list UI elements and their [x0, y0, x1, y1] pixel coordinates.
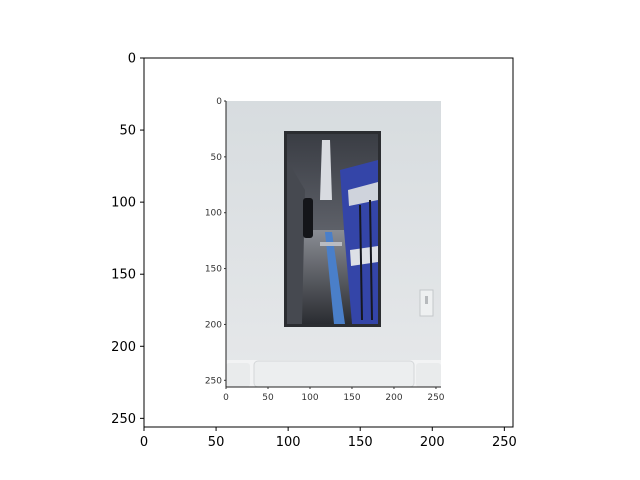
inner-y-ticks: 0 50 100 150 200 250: [205, 97, 226, 386]
inner-x-tick-label: 0: [223, 393, 229, 403]
inner-x-tick-label: 200: [385, 393, 402, 403]
left-wall: [287, 160, 305, 324]
ceiling-lights: [320, 140, 332, 200]
x-tick-label: 150: [348, 435, 373, 450]
inner-y-tick-label: 200: [205, 320, 222, 330]
x-axis-ticks: 0 50 100 150 200 250: [140, 427, 517, 450]
y-tick-label: 150: [111, 268, 136, 283]
bench: [320, 242, 342, 246]
inner-x-tick-label: 50: [262, 393, 274, 403]
sofa-arm-left: [226, 363, 250, 387]
inner-x-tick-label: 250: [427, 393, 444, 403]
x-tick-label: 0: [140, 435, 148, 450]
y-tick-label: 250: [111, 412, 136, 427]
inner-x-ticks: 0 50 100 150 200 250: [223, 387, 445, 403]
inner-y-tick-label: 0: [216, 97, 222, 107]
inner-y-tick-label: 250: [205, 376, 222, 386]
y-tick-label: 50: [119, 124, 136, 139]
x-tick-label: 200: [420, 435, 445, 450]
inner-x-tick-label: 150: [343, 393, 360, 403]
train-door-1: [359, 204, 363, 321]
platform-blue-line: [325, 232, 345, 324]
inner-y-tick-label: 100: [205, 209, 222, 219]
x-tick-label: 100: [276, 435, 301, 450]
inner-x-tick-label: 100: [301, 393, 318, 403]
train-door-2: [369, 199, 373, 321]
y-tick-label: 100: [111, 196, 136, 211]
sofa-arm-right: [416, 363, 441, 387]
inner-y-tick-label: 50: [211, 153, 223, 163]
poster: [284, 131, 381, 327]
inner-y-tick-label: 150: [205, 265, 222, 275]
y-axis-ticks: 0 50 100 150 200 250: [111, 52, 144, 427]
y-tick-label: 0: [128, 52, 136, 67]
sofa-back: [253, 360, 415, 388]
x-tick-label: 50: [208, 435, 225, 450]
inner-photo: [226, 101, 441, 388]
x-tick-label: 250: [492, 435, 517, 450]
light-switch-toggle: [425, 296, 428, 304]
y-tick-label: 200: [111, 340, 136, 355]
person-silhouette: [303, 198, 313, 238]
